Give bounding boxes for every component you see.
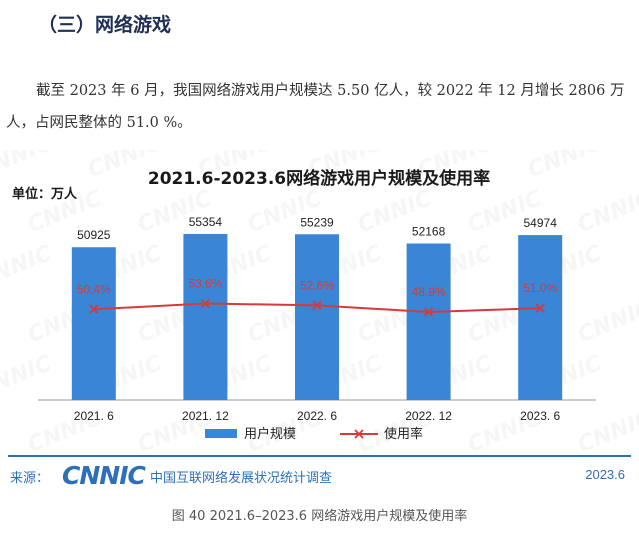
chart-container: CNNIC CNNIC CNNIC CNNIC CNNIC CNNIC CNNIC CNNIC… bbox=[0, 150, 639, 480]
line-value-label: 51.0% bbox=[523, 281, 557, 295]
watermark-text: CNNIC bbox=[0, 241, 55, 293]
line-marker bbox=[89, 304, 99, 314]
watermark-text: CNNIC bbox=[574, 296, 639, 348]
bar bbox=[406, 243, 451, 400]
watermark-text: CNNIC bbox=[634, 241, 639, 293]
x-tick-label: 2022. 12 bbox=[405, 409, 452, 423]
bar-value-label: 55354 bbox=[189, 215, 223, 229]
watermark-text: CNNIC bbox=[464, 186, 545, 238]
figure-caption: 图 40 2021.6–2023.6 网络游戏用户规模及使用率 bbox=[171, 509, 468, 524]
legend-line-marker bbox=[354, 429, 364, 439]
watermark-text: CNNIC bbox=[574, 186, 639, 238]
legend-bar-label: 用户规模 bbox=[244, 426, 296, 442]
line-marker bbox=[535, 303, 545, 313]
line-value-label: 50.4% bbox=[77, 282, 111, 296]
bar bbox=[295, 234, 339, 400]
line-marker bbox=[423, 307, 434, 317]
x-tick-label: 2021. 6 bbox=[74, 409, 114, 423]
watermark-text: CNNIC bbox=[0, 351, 55, 403]
line-value-label: 48.9% bbox=[412, 285, 446, 299]
watermark-text: CNNIC bbox=[634, 150, 639, 183]
watermark-text: CNNIC bbox=[134, 186, 215, 238]
source-date: 2023.6 bbox=[585, 467, 625, 482]
bar-value-label: 52168 bbox=[412, 224, 446, 238]
bar bbox=[518, 235, 563, 400]
bar-value-label: 54974 bbox=[524, 216, 558, 230]
bar-value-label: 50925 bbox=[77, 228, 111, 242]
x-tick-label: 2022. 6 bbox=[297, 409, 337, 423]
summary-paragraph: 截至 2023 年 6 月，我国网络游戏用户规模达 5.50 亿人，较 2022… bbox=[6, 83, 625, 131]
watermark-text: CNNIC bbox=[244, 186, 325, 238]
chart-title: 2021.6-2023.6网络游戏用户规模及使用率 bbox=[148, 168, 490, 189]
line-marker bbox=[200, 298, 211, 309]
watermark-text: CNNIC bbox=[524, 150, 605, 183]
cnnic-logo: CNNIC bbox=[62, 461, 146, 490]
legend-line-label: 使用率 bbox=[384, 426, 423, 442]
x-tick-label: 2021. 12 bbox=[182, 409, 229, 423]
section-heading: （三）网络游戏 bbox=[38, 14, 172, 36]
watermark-text: CNNIC bbox=[0, 150, 55, 183]
bar bbox=[183, 233, 228, 400]
watermark-text: CNNIC bbox=[574, 406, 639, 455]
watermark-text: CNNIC bbox=[634, 351, 639, 403]
line-value-label: 53.6% bbox=[188, 277, 222, 291]
source-label: 来源： bbox=[10, 471, 50, 486]
unit-label: 单位：万人 bbox=[12, 186, 78, 202]
footer-divider bbox=[8, 455, 631, 457]
bar-value-label: 55239 bbox=[300, 215, 334, 229]
source-footer: 来源： CNNIC 中国互联网络发展状况统计调查 2023.6 bbox=[0, 455, 639, 493]
line-marker bbox=[312, 300, 322, 310]
x-tick-label: 2023. 6 bbox=[520, 409, 560, 423]
bar bbox=[71, 247, 116, 400]
chart-svg: CNNIC CNNIC CNNIC CNNIC CNNIC CNNIC CNNICCNNIC… bbox=[0, 150, 639, 455]
source-org: 中国互联网络发展状况统计调查 bbox=[150, 471, 333, 486]
line-value-label: 52.6% bbox=[300, 278, 334, 292]
legend-bar-swatch bbox=[205, 429, 237, 438]
